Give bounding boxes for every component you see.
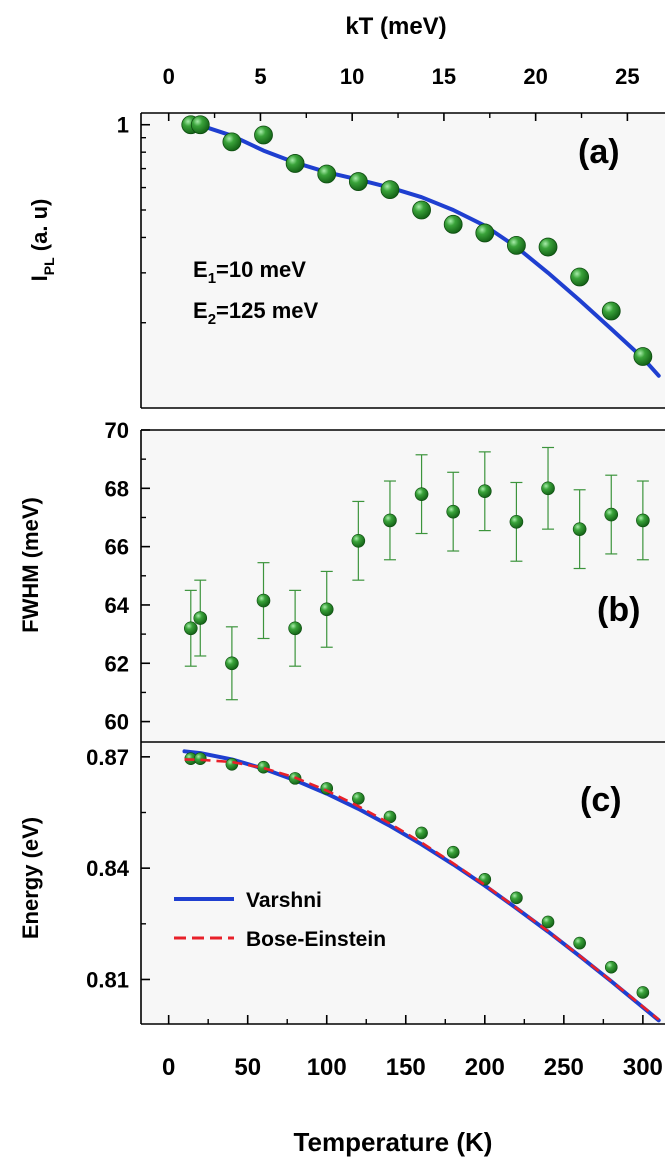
panel-a-label: (a) xyxy=(578,133,620,171)
panel-b-data-point xyxy=(541,481,555,496)
panel-b-data-point xyxy=(446,504,460,519)
legend-varshni-label: Varshni xyxy=(246,889,322,912)
panel-a-ytick-label: 1 xyxy=(117,113,129,138)
panel-b-data-point xyxy=(604,507,619,522)
panel-a-data-point xyxy=(222,132,242,152)
x-axis-tick-label: 200 xyxy=(465,1054,505,1081)
panel-b-data-point xyxy=(414,487,429,501)
panel-a-data-point xyxy=(507,235,526,255)
panel-a-annotation-e2: E2=125 meV xyxy=(193,298,318,328)
panel-a-data-point xyxy=(443,214,463,234)
panel-b-data-point xyxy=(509,515,524,529)
panel-c-data-point xyxy=(573,936,586,950)
annotation-e1-main: E xyxy=(193,257,208,282)
panel-a-data-point xyxy=(190,115,210,135)
top-axis-title: kT (meV) xyxy=(345,13,446,40)
panel-a: 0 5 10 15 20 25 1 xyxy=(117,64,661,378)
panel-b-ylabel: FWHM (meV) xyxy=(18,497,43,633)
annotation-e2-sub: 2 xyxy=(208,311,216,328)
panel-c-ytick-label: 0.81 xyxy=(86,967,129,992)
panel-c-data-point xyxy=(446,845,460,859)
panel-a-data-point xyxy=(538,237,558,257)
panel-b-ytick-label: 70 xyxy=(105,418,129,443)
panel-c-data-point xyxy=(257,760,270,774)
panel-c-bose-einstein-line xyxy=(184,758,660,1021)
panel-c-data-point xyxy=(225,757,239,771)
panel-a-data-point xyxy=(601,301,621,321)
panel-a-fit-line xyxy=(182,122,661,378)
panel-b-ytick-label: 60 xyxy=(105,710,129,735)
panel-a-ylabel-rest: (a. u) xyxy=(27,199,52,258)
panel-a-data-point xyxy=(475,223,495,243)
panel-c-data-point xyxy=(604,960,618,974)
panel-a-data-point xyxy=(348,172,368,191)
top-axis-tick-label: 0 xyxy=(163,64,175,89)
panel-b-data-point xyxy=(383,513,397,528)
panel-c-data-point xyxy=(510,891,523,905)
panel-b-ytick-label: 66 xyxy=(105,535,129,560)
panel-b-data-point xyxy=(256,593,271,608)
panel-c-data-point xyxy=(352,792,365,805)
panel-a-data-point xyxy=(285,154,305,173)
panel-c-label: (c) xyxy=(580,781,622,819)
panel-a-data-point xyxy=(633,347,653,366)
panel-b-data-point xyxy=(225,656,239,671)
panel-a-data-point xyxy=(317,164,337,184)
panel-a-background xyxy=(141,113,665,408)
panel-c-ytick-label: 0.84 xyxy=(86,856,130,881)
panel-b-background xyxy=(141,430,665,742)
annotation-e2-rest: =125 meV xyxy=(216,298,318,323)
axis-frames xyxy=(140,112,665,1025)
x-axis-tick-label: 0 xyxy=(162,1054,175,1081)
panel-b-data-point xyxy=(478,484,492,499)
annotation-e1-sub: 1 xyxy=(208,270,216,287)
top-axis-tick-label: 15 xyxy=(432,64,456,89)
x-axis-tick-label: 50 xyxy=(234,1054,261,1081)
panel-b-data-point xyxy=(319,602,334,617)
panel-c-ytick-label: 0.87 xyxy=(86,745,129,770)
x-axis-tick-label: 150 xyxy=(386,1054,426,1081)
panel-b: 60 62 64 66 68 70 xyxy=(105,418,650,735)
top-axis-tick-label: 5 xyxy=(254,64,266,89)
panel-a-data-point xyxy=(570,267,590,287)
panel-b-label: (b) xyxy=(597,591,640,629)
x-axis-tick-label: 100 xyxy=(307,1054,347,1081)
panel-b-data-point xyxy=(351,534,366,548)
top-axis-tick-label: 25 xyxy=(615,64,639,89)
panel-b-ytick-label: 62 xyxy=(105,651,129,676)
panel-a-ylabel: IPL (a. u) xyxy=(27,199,57,282)
panel-c-background xyxy=(141,742,665,1024)
panel-b-data-point xyxy=(572,522,587,536)
panel-c-data-point xyxy=(193,752,207,765)
panel-b-ytick-label: 68 xyxy=(105,476,129,501)
panel-a-data-point xyxy=(412,200,431,220)
panel-a-annotation-e1: E1=10 meV xyxy=(193,257,306,287)
x-axis-title: Temperature (K) xyxy=(294,1127,493,1157)
panel-b-data-point xyxy=(288,621,302,636)
top-axis-tick-label: 20 xyxy=(523,64,547,89)
annotation-e2-main: E xyxy=(193,298,208,323)
annotation-e1-rest: =10 meV xyxy=(216,257,306,282)
panel-b-ytick-label: 64 xyxy=(105,593,130,618)
legend-bose-einstein-label: Bose-Einstein xyxy=(246,928,386,951)
x-axis-tick-label: 250 xyxy=(544,1054,584,1081)
panel-b-data-point xyxy=(193,611,208,625)
panel-b-data-point xyxy=(183,621,198,636)
panel-a-ylabel-main: I xyxy=(27,275,52,281)
legend: Varshni Bose-Einstein xyxy=(174,889,386,951)
x-axis-tick-label: 300 xyxy=(623,1054,663,1081)
panel-c-data-point xyxy=(415,826,428,840)
panel-c-data-point xyxy=(541,915,555,929)
panel-c-ylabel: Energy (eV) xyxy=(18,817,43,939)
panel-a-ylabel-sub: PL xyxy=(41,257,57,275)
panel-a-data-point xyxy=(254,125,273,145)
panel-b-data-point xyxy=(636,513,650,528)
panel-c: 0.81 0.84 0.87 0 50 100 150 200 250 300 xyxy=(86,745,663,1081)
panel-c-data-point xyxy=(636,986,650,999)
top-axis-tick-label: 10 xyxy=(340,64,364,89)
panel-a-data-point xyxy=(380,180,400,200)
